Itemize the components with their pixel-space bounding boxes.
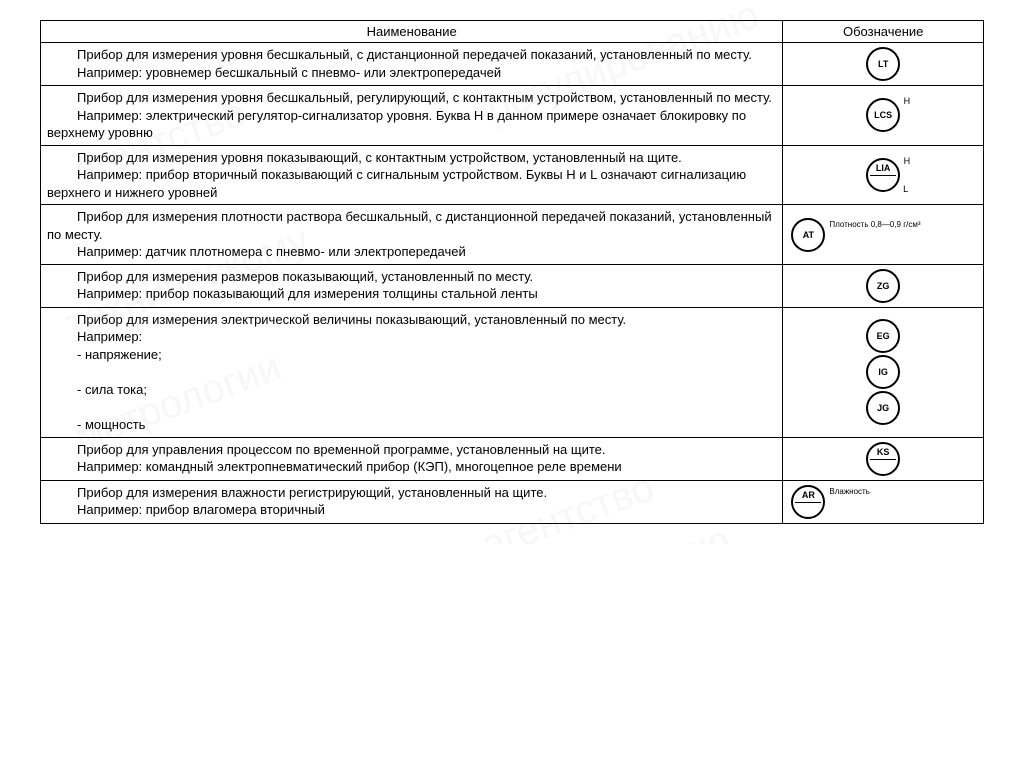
description-line: - сила тока; <box>47 381 776 399</box>
symbol-label: KS <box>877 447 890 457</box>
table-row: Прибор для измерения влажности регистрир… <box>41 480 984 523</box>
symbol-label: LCS <box>874 110 892 120</box>
symbol-label: AT <box>803 230 814 240</box>
description-cell: Прибор для измерения уровня бесшкальный,… <box>41 43 783 86</box>
description-line: Прибор для измерения плотности раствора … <box>47 208 776 243</box>
symbol-wrapper: EG IG JG <box>785 319 981 425</box>
description-line: Например: <box>47 328 776 346</box>
instrument-symbol: AR <box>791 485 825 519</box>
description-cell: Прибор для измерения плотности раствора … <box>41 205 783 265</box>
description-cell: Прибор для измерения уровня бесшкальный,… <box>41 86 783 146</box>
description-line: Прибор для управления процессом по време… <box>47 441 776 459</box>
description-line: - мощность <box>47 416 776 434</box>
symbol-cell: ZG <box>783 264 984 307</box>
instrument-symbol: LIA <box>866 158 900 192</box>
header-name: Наименование <box>41 21 783 43</box>
symbol-wrapper: LT <box>785 47 981 81</box>
symbol-note: Плотность 0,8—0,9 г/см³ <box>829 220 920 229</box>
description-line: Например: датчик плотномера с пневмо- ил… <box>47 243 776 261</box>
symbol-wrapper: LIA H L <box>785 158 981 192</box>
table-header-row: Наименование Обозначение <box>41 21 984 43</box>
description-cell: Прибор для измерения влажности регистрир… <box>41 480 783 523</box>
specification-table: Наименование Обозначение Прибор для изме… <box>40 20 984 524</box>
symbol-wrapper: KS <box>785 442 981 476</box>
description-line: Например: прибор вторичный показывающий … <box>47 166 776 201</box>
symbol-cell: KS <box>783 437 984 480</box>
description-line: Например: прибор влагомера вторичный <box>47 501 776 519</box>
symbol-label: AR <box>802 490 815 500</box>
table-row: Прибор для измерения электрической велич… <box>41 307 984 437</box>
symbol-label: ZG <box>877 281 890 291</box>
instrument-symbol: JG <box>866 391 900 425</box>
instrument-symbol: LT <box>866 47 900 81</box>
description-cell: Прибор для измерения электрической велич… <box>41 307 783 437</box>
symbol-label: LIA <box>876 163 891 173</box>
table-row: Прибор для измерения размеров показывающ… <box>41 264 984 307</box>
description-line: - напряжение; <box>47 346 776 364</box>
symbol-cell: LIA H L <box>783 145 984 205</box>
table-row: Прибор для измерения уровня бесшкальный,… <box>41 86 984 146</box>
symbol-cell: AT Плотность 0,8—0,9 г/см³ <box>783 205 984 265</box>
description-line: Прибор для измерения уровня бесшкальный,… <box>47 89 776 107</box>
instrument-symbol: ZG <box>866 269 900 303</box>
symbol-label: LT <box>878 59 888 69</box>
description-cell: Прибор для управления процессом по време… <box>41 437 783 480</box>
symbol-cell: AR Влажность <box>783 480 984 523</box>
description-cell: Прибор для измерения размеров показывающ… <box>41 264 783 307</box>
table-row: Прибор для измерения плотности раствора … <box>41 205 984 265</box>
description-line: Например: прибор показывающий для измере… <box>47 285 776 303</box>
table-row: Прибор для измерения уровня показывающий… <box>41 145 984 205</box>
description-line: Прибор для измерения уровня показывающий… <box>47 149 776 167</box>
description-line: Например: уровнемер бесшкальный с пневмо… <box>47 64 776 82</box>
instrument-symbol: EG <box>866 319 900 353</box>
symbol-cell: LCS H <box>783 86 984 146</box>
description-line <box>47 364 776 382</box>
instrument-symbol: KS <box>866 442 900 476</box>
symbol-sup: H <box>904 96 911 106</box>
symbol-label: IG <box>878 367 888 377</box>
description-line: Прибор для измерения уровня бесшкальный,… <box>47 46 776 64</box>
symbol-wrapper: AT Плотность 0,8—0,9 г/см³ <box>785 218 981 252</box>
description-cell: Прибор для измерения уровня показывающий… <box>41 145 783 205</box>
symbol-wrapper: ZG <box>785 269 981 303</box>
header-symbol: Обозначение <box>783 21 984 43</box>
symbol-label: JG <box>877 403 889 413</box>
description-line: Прибор для измерения размеров показывающ… <box>47 268 776 286</box>
instrument-symbol: LCS <box>866 98 900 132</box>
instrument-symbol: IG <box>866 355 900 389</box>
symbol-wrapper: LCS H <box>785 98 981 132</box>
symbol-wrapper: AR Влажность <box>785 485 981 519</box>
table-row: Прибор для управления процессом по време… <box>41 437 984 480</box>
description-line <box>47 399 776 417</box>
watermark-text: регулированию <box>521 542 805 543</box>
description-line: Например: электрический регулятор-сигнал… <box>47 107 776 142</box>
description-line: Прибор для измерения влажности регистрир… <box>47 484 776 502</box>
description-line: Прибор для измерения электрической велич… <box>47 311 776 329</box>
instrument-symbol: AT <box>791 218 825 252</box>
symbol-sup: H <box>904 156 911 166</box>
symbol-sub: L <box>903 184 908 194</box>
symbol-note: Влажность <box>829 487 870 496</box>
description-line: Например: командный электропневматически… <box>47 458 776 476</box>
symbol-cell: LT <box>783 43 984 86</box>
symbol-label: EG <box>877 331 890 341</box>
symbol-cell: EG IG JG <box>783 307 984 437</box>
table-row: Прибор для измерения уровня бесшкальный,… <box>41 43 984 86</box>
